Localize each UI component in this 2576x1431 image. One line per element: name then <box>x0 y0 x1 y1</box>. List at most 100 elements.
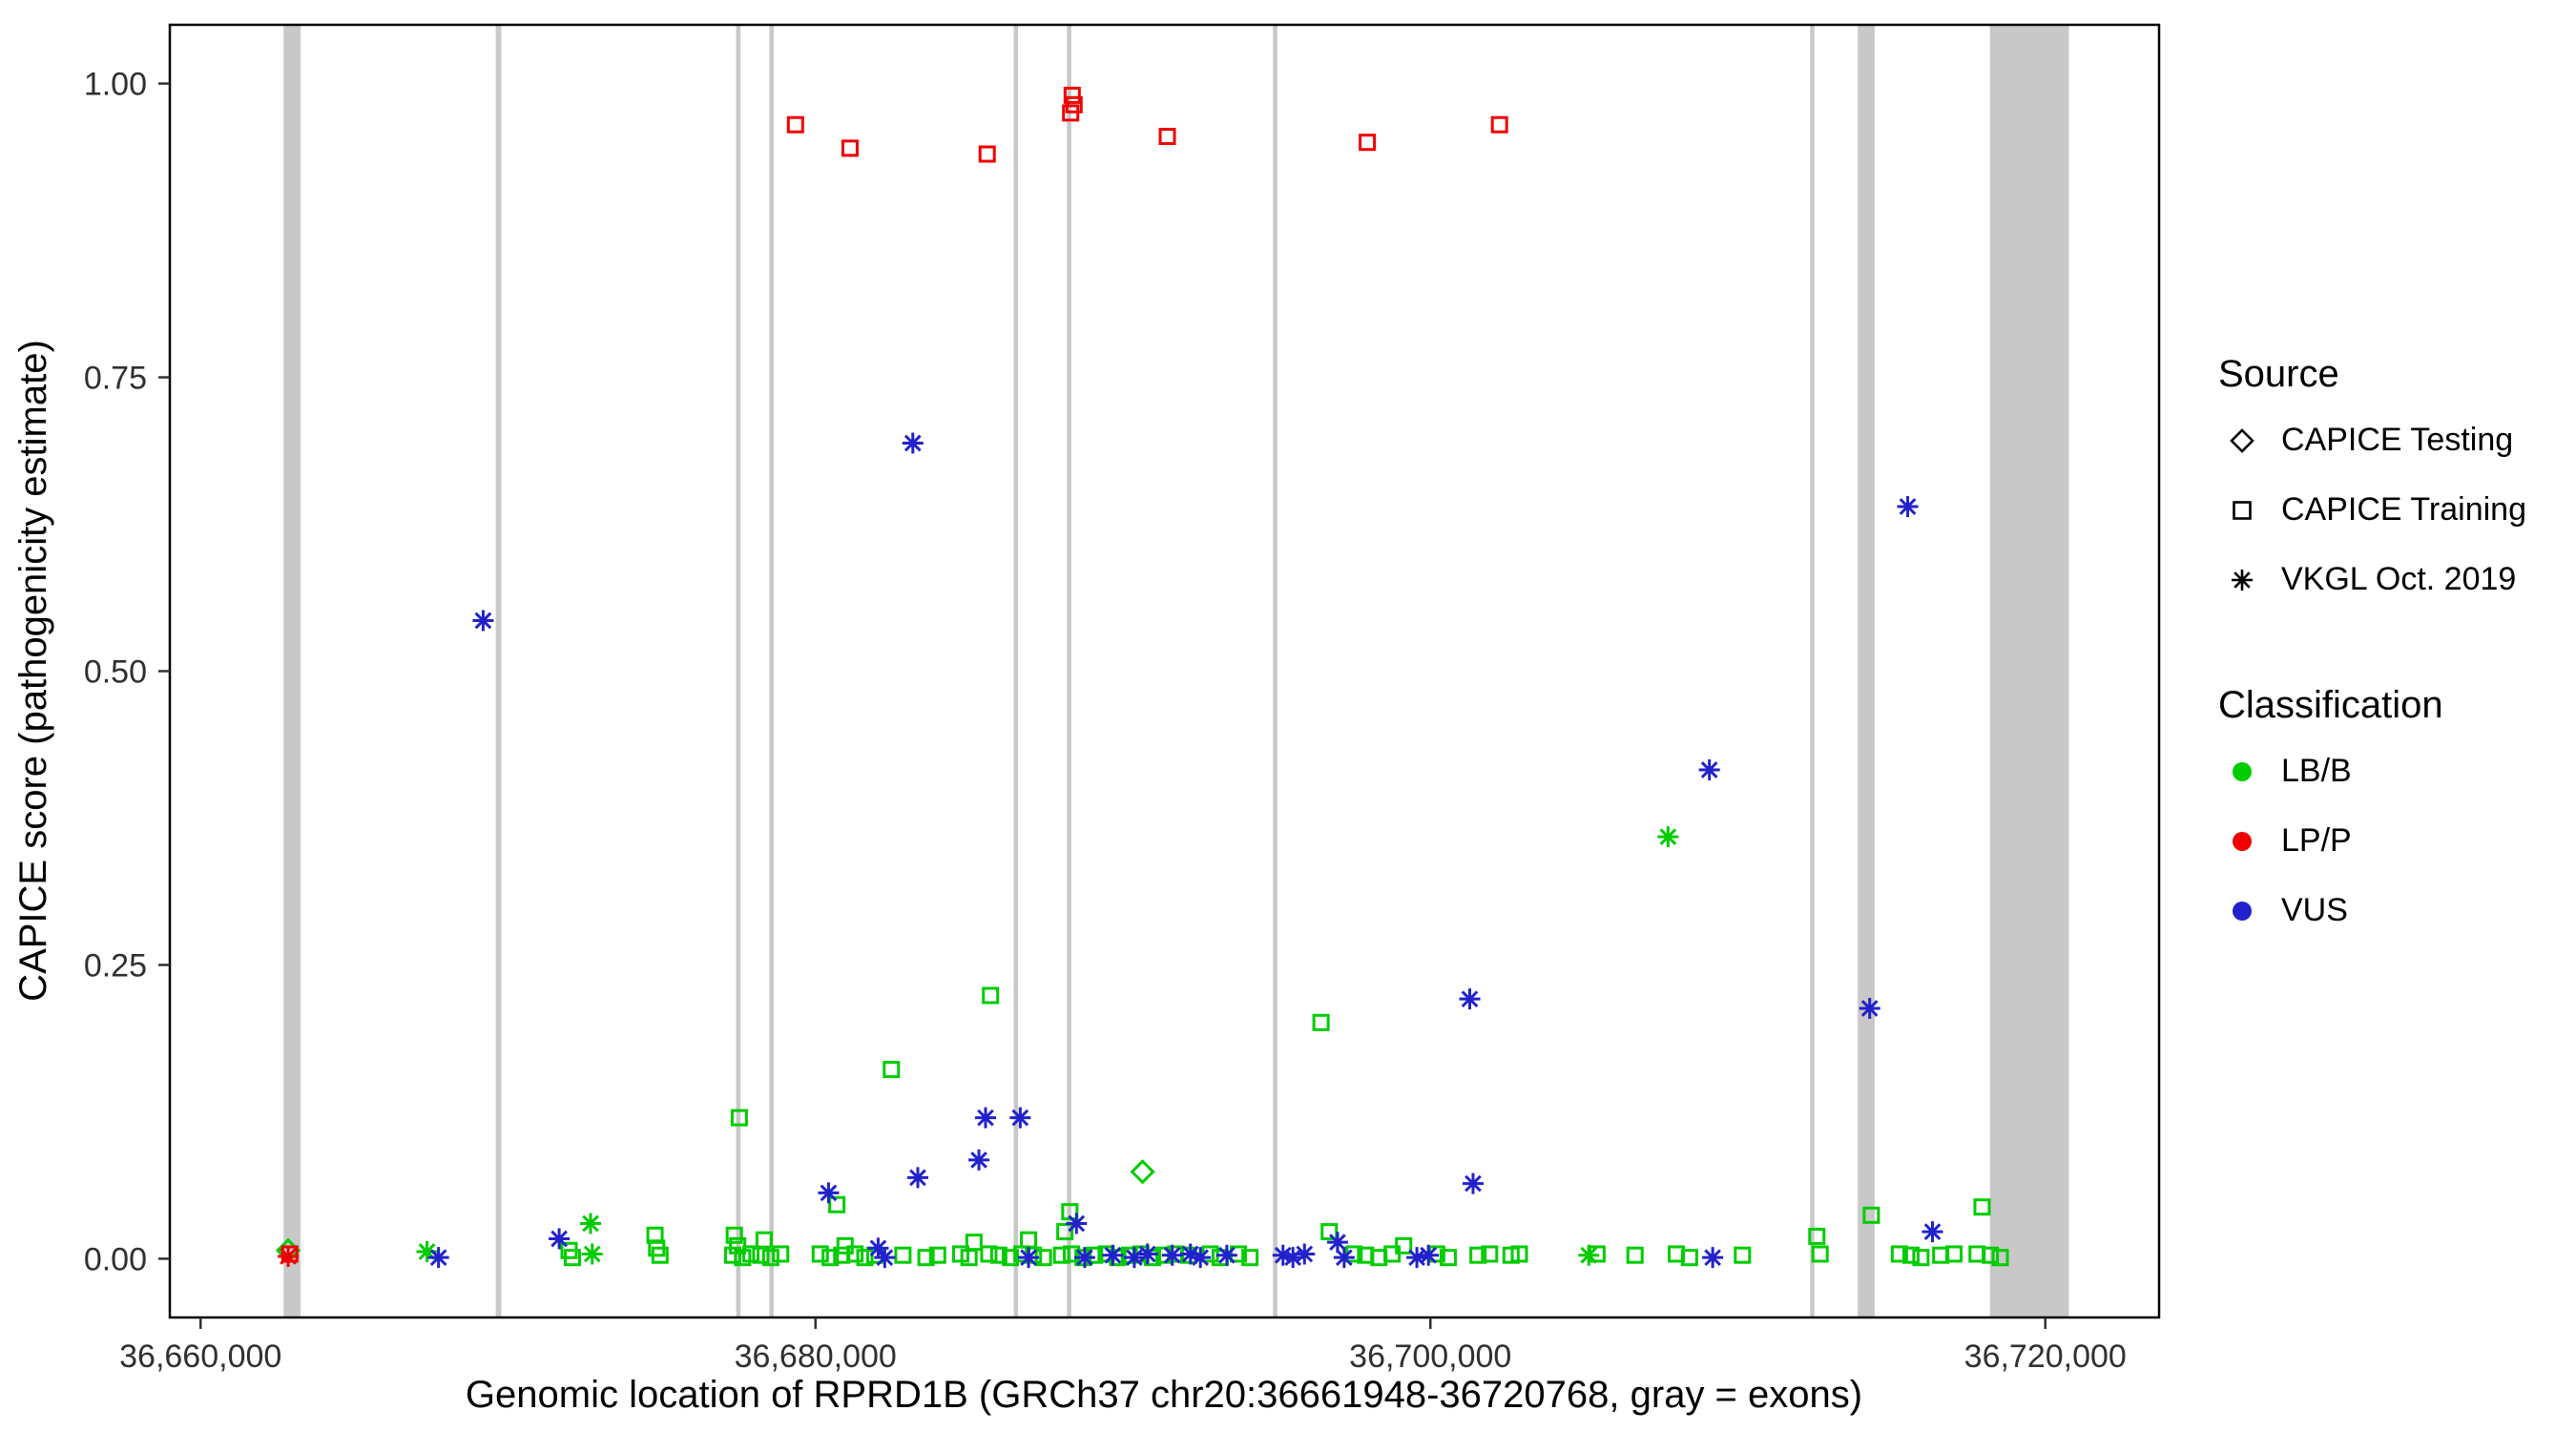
legend-item-lpp: LP/P <box>2218 822 2562 860</box>
data-point-square <box>1439 1249 1457 1267</box>
data-point-asterisk <box>1102 1244 1124 1266</box>
data-point-square <box>723 1246 741 1264</box>
data-point-square <box>821 1249 840 1267</box>
legend-item-lbb: LB/B <box>2218 753 2562 790</box>
diamond-icon <box>2230 427 2254 453</box>
data-point-square <box>1626 1246 1644 1264</box>
legend-item-label: VKGL Oct. 2019 <box>2281 561 2517 597</box>
data-point-square <box>1056 1223 1074 1241</box>
exon-region <box>283 25 301 1317</box>
data-point-square <box>1811 1245 1829 1263</box>
data-point-square <box>1890 1245 1908 1263</box>
x-tick-label: 36,680,000 <box>735 1338 897 1375</box>
asterisk-icon <box>2232 569 2253 591</box>
legend-item-label: VUS <box>2281 892 2348 928</box>
data-point-square <box>1808 1228 1826 1246</box>
data-point-asterisk <box>1123 1247 1145 1269</box>
data-point-asterisk <box>1333 1247 1355 1269</box>
y-tick-label: 1.00 <box>84 67 147 103</box>
data-point-asterisk <box>1406 1247 1428 1269</box>
data-point-asterisk <box>1215 1244 1237 1266</box>
exon-region <box>1858 25 1875 1317</box>
data-point-square <box>1481 1245 1499 1263</box>
data-point-square <box>894 1246 912 1264</box>
data-point-asterisk <box>1418 1244 1440 1266</box>
legend-source-group: Source CAPICE Testing CAPICE Training VK… <box>2218 353 2562 598</box>
data-point-square <box>1734 1246 1752 1264</box>
data-point-asterisk <box>278 1245 300 1267</box>
exon-region <box>736 25 741 1317</box>
data-point-square <box>1052 1246 1070 1264</box>
data-point-asterisk <box>1657 826 1679 848</box>
data-point-asterisk <box>1066 1213 1088 1234</box>
data-point-asterisk <box>1272 1244 1294 1266</box>
data-point-square <box>846 1245 864 1263</box>
data-point-square <box>1241 1249 1259 1267</box>
data-point-asterisk <box>1009 1107 1031 1129</box>
data-point-asterisk <box>427 1247 449 1269</box>
legend-item-label: CAPICE Training <box>2281 491 2526 528</box>
data-point-square <box>1982 1246 2000 1264</box>
data-point-square <box>1469 1246 1487 1264</box>
data-point-asterisk <box>1702 1247 1724 1269</box>
data-point-square <box>917 1249 935 1267</box>
data-point-square <box>1901 1246 1920 1264</box>
data-point-asterisk <box>1294 1243 1316 1265</box>
legend-item-capice-training: CAPICE Training <box>2218 491 2562 529</box>
data-point-asterisk <box>974 1107 996 1129</box>
data-point-square <box>1991 1249 2009 1267</box>
legend-source-title: Source <box>2218 353 2339 395</box>
exon-region <box>1810 25 1815 1317</box>
data-point-square <box>1510 1245 1528 1263</box>
y-tick-label: 0.50 <box>84 654 147 691</box>
data-point-asterisk <box>968 1149 990 1171</box>
data-point-square <box>928 1246 946 1264</box>
y-tick-label: 0.25 <box>84 947 147 984</box>
data-point-asterisk <box>1282 1247 1304 1269</box>
data-point-square <box>1020 1231 1038 1249</box>
data-point-asterisk <box>416 1241 438 1263</box>
data-point-asterisk <box>1073 1247 1095 1269</box>
data-point-asterisk <box>1698 758 1720 780</box>
data-point-asterisk <box>472 610 494 632</box>
exon-region <box>1067 25 1071 1317</box>
x-tick-label: 36,720,000 <box>1964 1338 2127 1375</box>
data-point-square <box>755 1231 773 1249</box>
data-point-square <box>1320 1223 1339 1241</box>
data-point-square <box>742 1245 760 1263</box>
data-point-square <box>1158 128 1176 146</box>
data-point-asterisk <box>1922 1221 1943 1243</box>
data-point-square <box>828 1195 846 1213</box>
data-point-diamond <box>1130 1159 1155 1185</box>
legend-item-label: LB/B <box>2281 753 2352 789</box>
data-point-asterisk <box>874 1247 896 1269</box>
data-point-asterisk <box>1179 1243 1201 1265</box>
data-point-asterisk <box>1161 1244 1183 1266</box>
data-point-asterisk <box>902 432 924 454</box>
data-point-asterisk <box>580 1213 602 1234</box>
legend-item-vus: VUS <box>2218 892 2562 929</box>
lbb-color-dot <box>2233 761 2252 781</box>
data-point-square <box>883 1061 901 1079</box>
data-point-square <box>1312 1013 1330 1031</box>
data-point-square <box>1395 1236 1413 1255</box>
data-point-square <box>978 145 996 163</box>
data-point-asterisk <box>906 1167 928 1189</box>
data-point-square <box>563 1249 581 1267</box>
data-point-square <box>772 1245 790 1263</box>
data-point-square <box>856 1249 874 1267</box>
data-point-asterisk <box>867 1237 889 1259</box>
exon-region <box>1013 25 1019 1317</box>
plot-panel: 36,660,000 36,680,000 36,700,000 36,720,000… <box>84 23 2161 1375</box>
legend-item-capice-testing: CAPICE Testing <box>2218 422 2562 459</box>
data-point-square <box>989 1246 1008 1264</box>
data-point-square <box>1912 1249 1930 1267</box>
data-point-square <box>1065 95 1083 114</box>
data-point-square <box>965 1234 983 1252</box>
data-point-square <box>1063 1245 1081 1263</box>
data-point-square <box>730 1109 748 1127</box>
legend: Source CAPICE Testing CAPICE Training VK… <box>2218 353 2562 962</box>
data-point-square <box>841 139 859 157</box>
data-point-square <box>761 1249 779 1267</box>
data-point-square <box>1862 1206 1880 1224</box>
